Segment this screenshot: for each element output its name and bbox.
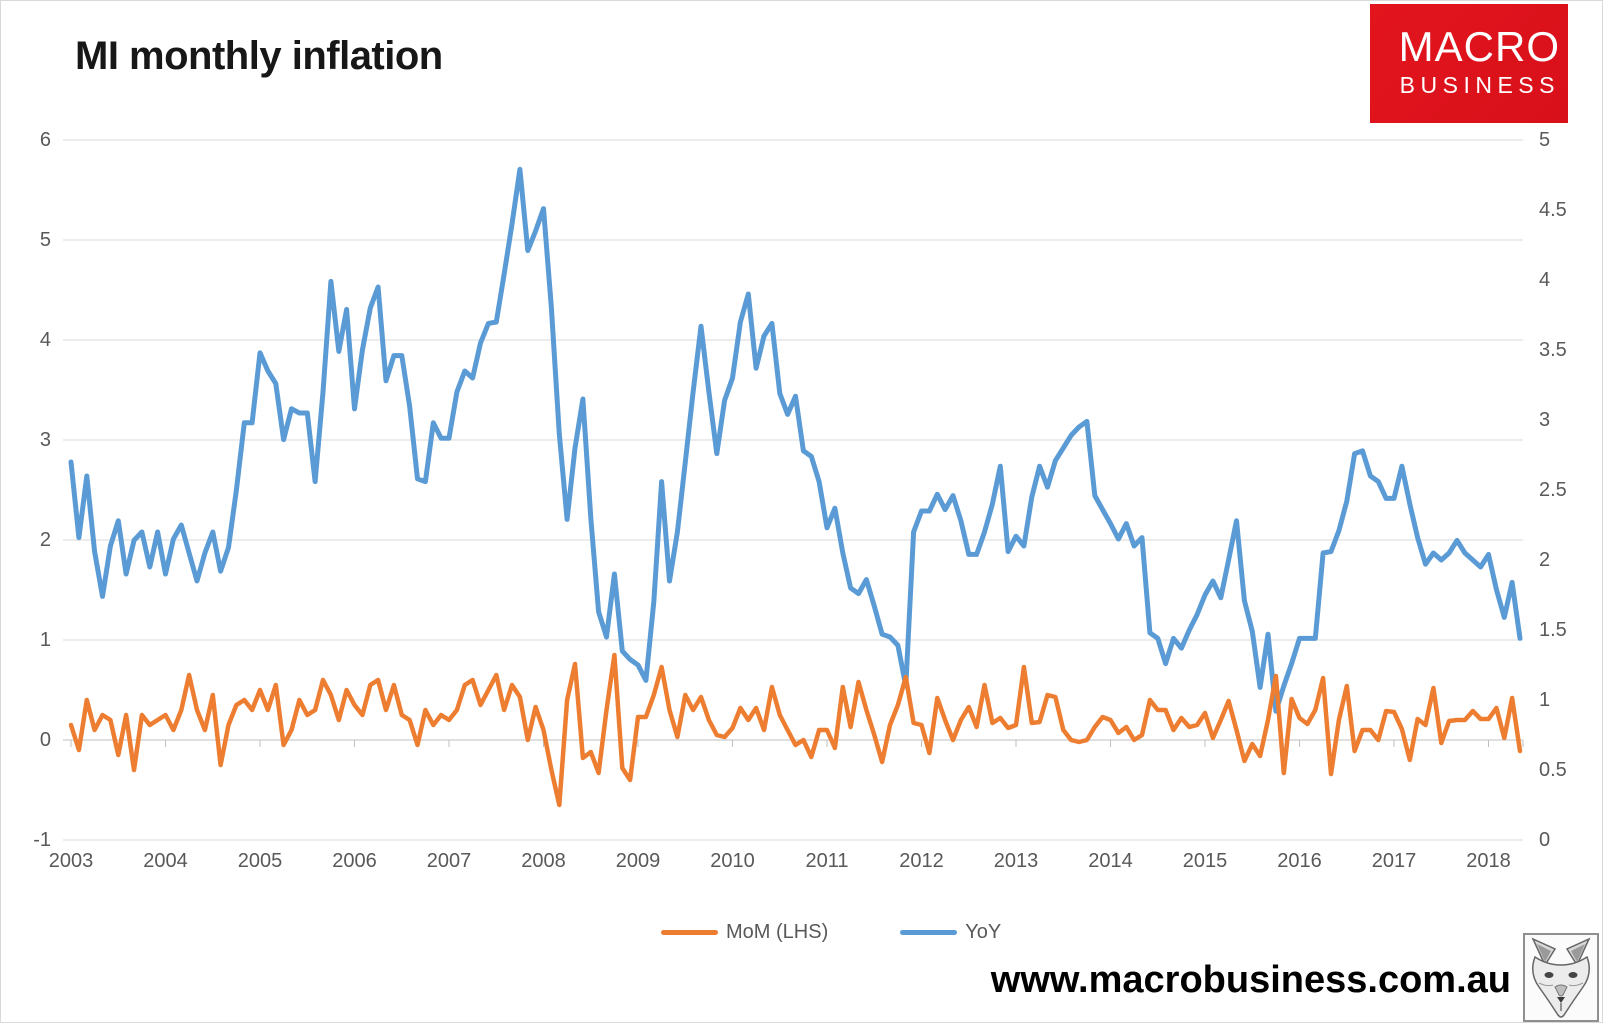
x-axis-year-label: 2005 — [237, 850, 283, 872]
x-axis-year-label: 2006 — [332, 850, 377, 872]
legend-item-mom: MoM (LHS) — [661, 921, 828, 944]
y-axis-right-tick-label: 0.5 — [1539, 759, 1567, 781]
website-url: www.macrobusiness.com.au — [990, 959, 1511, 1001]
x-axis-year-label: 2012 — [899, 850, 944, 872]
x-axis-year-label: 2010 — [710, 850, 755, 872]
x-axis-year-label: 2017 — [1371, 850, 1417, 872]
y-axis-left-tick-label: -1 — [33, 829, 51, 851]
logo-text-macro: MACRO — [1398, 23, 1560, 70]
y-axis-left-tick-label: 6 — [39, 129, 51, 151]
y-axis-left-tick-label: 1 — [39, 629, 51, 651]
legend-label-yoy: YoY — [965, 921, 1002, 943]
x-axis-year-label: 2011 — [805, 850, 849, 872]
legend-item-yoy: YoY — [900, 921, 1001, 944]
x-axis-year-label: 2013 — [993, 850, 1039, 872]
x-axis-year-label: 2009 — [615, 850, 661, 872]
yoy-line-swatch-icon — [900, 930, 958, 935]
mom-line-series — [68, 652, 1523, 808]
chart-title: MI monthly inflation — [75, 34, 443, 78]
fox-logo-image — [1523, 933, 1599, 1022]
y-axis-right-tick-label: 4 — [1539, 269, 1551, 291]
y-axis-right-tick-label: 3 — [1539, 409, 1551, 431]
x-axis-year-label: 2003 — [48, 850, 94, 872]
macrobusiness-logo: MACRO BUSINESS — [1370, 4, 1568, 123]
y-axis-left-tick-label: 5 — [39, 229, 51, 251]
y-axis-right-tick-label: 5 — [1539, 129, 1551, 151]
y-axis-left-tick-label: 0 — [39, 729, 51, 751]
x-axis-year-label: 2008 — [521, 850, 566, 872]
y-axis-left-tick-label: 3 — [39, 429, 51, 451]
fox-sketch-icon — [1531, 937, 1591, 1018]
x-axis-year-label: 2018 — [1466, 850, 1511, 872]
x-axis-year-label: 2004 — [143, 850, 188, 872]
y-axis-right-tick-label: 3.5 — [1539, 339, 1567, 361]
y-axis-left-tick-label: 2 — [39, 529, 51, 551]
x-axis-year-label: 2015 — [1182, 850, 1228, 872]
y-axis-right-tick-label: 4.5 — [1539, 199, 1567, 221]
y-axis-right-tick-label: 2 — [1539, 549, 1551, 571]
x-axis-year-label: 2016 — [1277, 850, 1322, 872]
y-axis-right-tick-label: 1.5 — [1539, 619, 1567, 641]
y-axis-right-tick-label: 2.5 — [1539, 479, 1567, 501]
logo-text-business: BUSINESS — [1399, 72, 1560, 98]
y-axis-right-tick-label: 1 — [1539, 689, 1551, 711]
chart-legend: MoM (LHS) YoY — [661, 921, 1001, 944]
y-axis-left-tick-label: 4 — [39, 329, 51, 351]
x-axis-year-label: 2014 — [1088, 850, 1133, 872]
y-axis-right-tick-label: 0 — [1539, 829, 1551, 851]
x-axis-year-label: 2007 — [426, 850, 472, 872]
mom-line-swatch-icon — [661, 930, 718, 935]
legend-label-mom: MoM (LHS) — [726, 921, 829, 943]
